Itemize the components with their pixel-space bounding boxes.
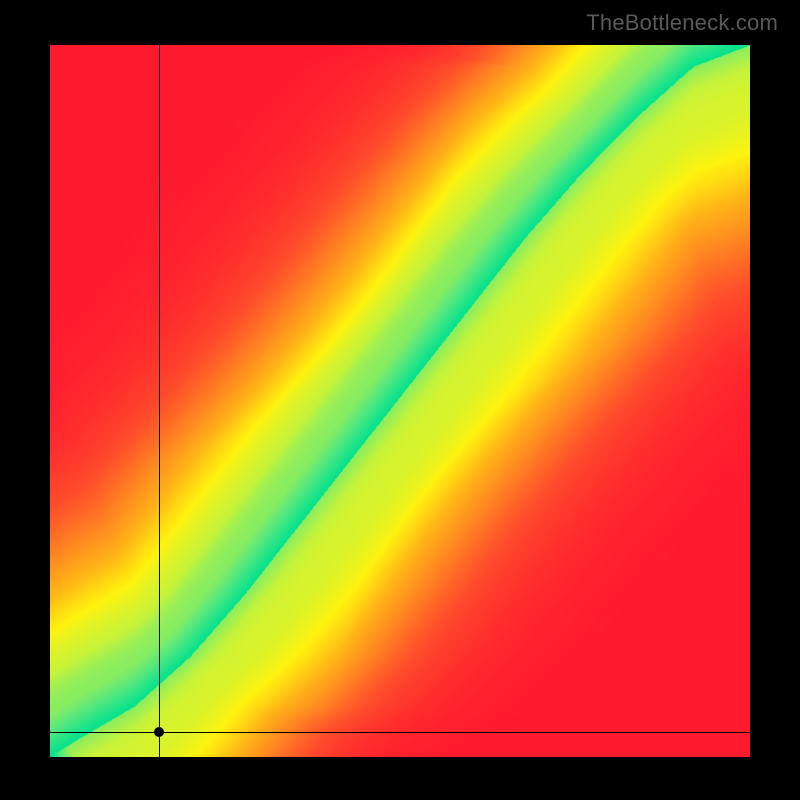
watermark-text: TheBottleneck.com [586, 10, 778, 36]
plot-area [50, 45, 750, 757]
bottleneck-heatmap [50, 45, 750, 757]
crosshair-marker [154, 727, 164, 737]
crosshair-vertical [159, 45, 160, 757]
